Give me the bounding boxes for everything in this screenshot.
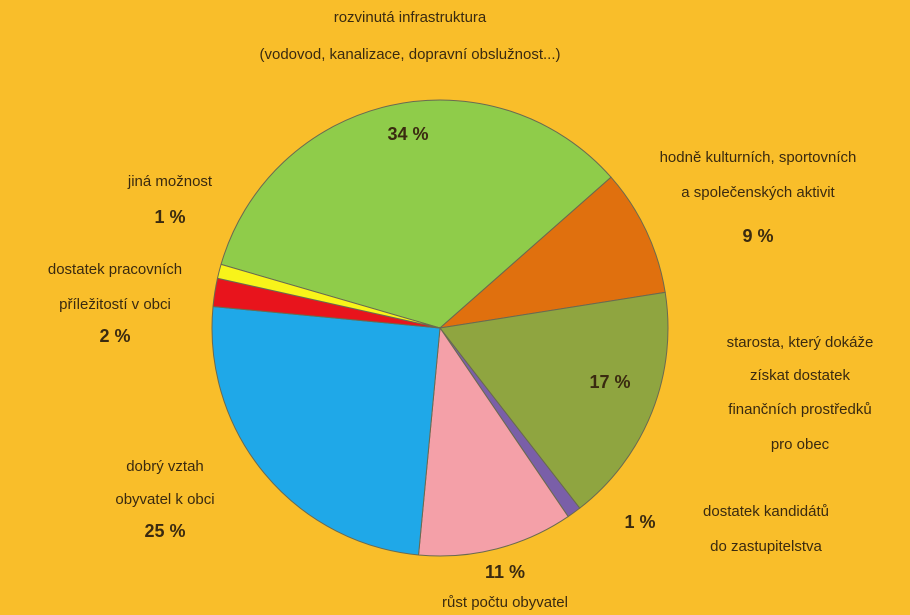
slice-label: dostatek pracovních: [48, 261, 182, 278]
slice-label: hodně kulturních, sportovních: [660, 149, 857, 166]
slice-label: dobrý vztah: [126, 458, 204, 475]
slice-label: do zastupitelstva: [710, 538, 822, 555]
slice-label: a společenských aktivit: [681, 184, 835, 201]
slice-label: získat dostatek: [750, 367, 851, 384]
slice-label: obyvatel k obci: [115, 491, 214, 508]
value-label: 17 %: [589, 372, 630, 392]
value-label: 2 %: [99, 326, 130, 346]
slice-label: dostatek kandidátů: [703, 503, 829, 520]
value-label: 1 %: [624, 512, 655, 532]
slice-label: starosta, který dokáže: [727, 334, 874, 351]
slice-label: jiná možnost: [127, 173, 213, 190]
slice-label: rozvinutá infrastruktura: [334, 9, 487, 26]
value-label: 25 %: [144, 521, 185, 541]
pie-slice: [417, 326, 569, 557]
slice-label: finančních prostředků: [728, 401, 871, 418]
value-label: 11 %: [485, 562, 525, 582]
slice-label: (vodovod, kanalizace, dopravní obslužnos…: [259, 46, 560, 63]
value-label: 34 %: [387, 124, 428, 144]
slice-label: růst počtu obyvatel: [442, 594, 568, 611]
pie-slice: [211, 305, 441, 556]
slice-label: pro obec: [771, 436, 830, 453]
value-label: 9 %: [742, 226, 773, 246]
pie-slice: [220, 99, 612, 329]
slice-label: příležitostí v obci: [59, 296, 171, 313]
value-label: 1 %: [154, 207, 185, 227]
pie-slice: [438, 176, 666, 329]
pie-slice: [439, 291, 669, 509]
pie-slice: [216, 263, 441, 329]
